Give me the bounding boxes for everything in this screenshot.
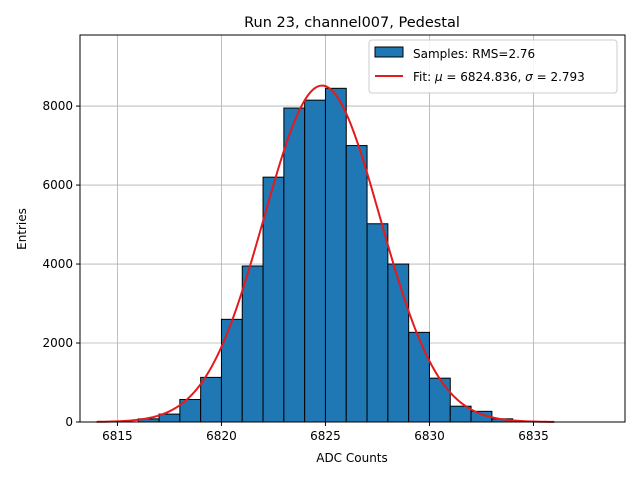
x-tick-label: 6820: [206, 429, 237, 443]
histogram-bar: [345, 145, 368, 423]
x-tick-label: 6830: [414, 429, 445, 443]
plot-area-frame: [79, 34, 626, 423]
legend-fit-sigma-value: = 2.793: [533, 70, 585, 84]
legend-histogram-swatch: [374, 46, 404, 58]
histogram-bar: [283, 107, 306, 423]
legend-fit-label: Fit: μ = 6824.836, σ = 2.793: [413, 70, 585, 84]
y-axis-ticks: 0 2000 4000 6000 8000: [42, 99, 80, 429]
histogram-bar: [387, 263, 410, 423]
histogram-bar: [408, 331, 430, 423]
histogram-bar: [241, 265, 264, 423]
x-axis-ticks: 6815 6820 6825 6830 6835: [102, 422, 549, 443]
histogram-bar: [324, 87, 347, 423]
legend-fit-mu-value: = 6824.836,: [443, 70, 526, 84]
x-tick-label: 6815: [102, 429, 133, 443]
fit-curve: [96, 84, 555, 423]
x-tick-label: 6835: [518, 429, 549, 443]
histogram-bar: [200, 376, 222, 423]
legend-fit-mu-symbol: μ: [434, 70, 443, 84]
fit-curve-group: [96, 84, 555, 423]
histogram-bars: [137, 87, 534, 423]
legend-fit-sigma-symbol: σ: [525, 70, 533, 84]
y-tick-label: 2000: [42, 336, 73, 350]
legend-box: [368, 39, 618, 94]
histogram-bar: [428, 377, 451, 423]
histogram-bar: [304, 99, 326, 423]
chart-title: Run 23, channel007, Pedestal: [244, 15, 460, 31]
y-tick-label: 8000: [42, 99, 73, 113]
histogram-bar: [262, 176, 285, 423]
histogram-bar: [220, 318, 243, 423]
legend: Samples: RMS=2.76 Fit: μ = 6824.836, σ =…: [368, 39, 618, 94]
y-tick-label: 0: [65, 415, 73, 429]
histogram-bar: [366, 223, 389, 423]
x-tick-label: 6825: [310, 429, 341, 443]
legend-histogram-label: Samples: RMS=2.76: [413, 47, 535, 61]
y-tick-label: 4000: [42, 257, 73, 271]
x-axis-label: ADC Counts: [316, 451, 388, 465]
y-axis-label: Entries: [15, 208, 29, 250]
y-tick-label: 6000: [42, 178, 73, 192]
legend-fit-prefix: Fit:: [413, 70, 435, 84]
